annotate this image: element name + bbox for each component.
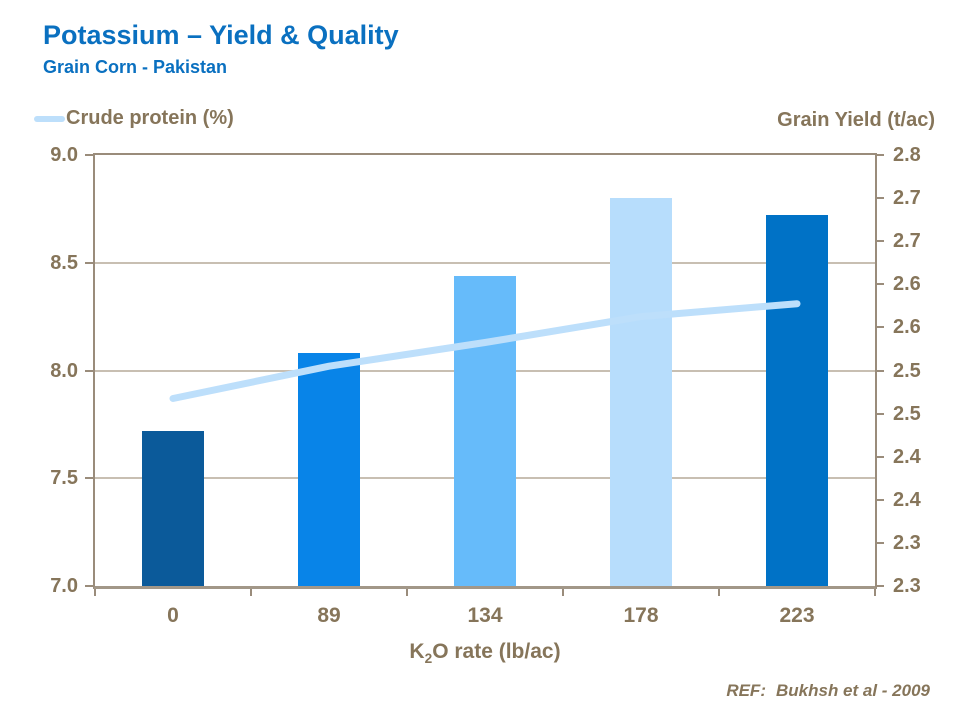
legend-label: Crude protein (%) [66,107,234,129]
right-axis-tick-label: 2.8 [893,144,921,166]
reference-citation: REF: Bukhsh et al - 2009 [726,681,930,701]
plot-frame [93,153,877,589]
right-axis-tick-mark [875,541,884,544]
left-axis-tick-mark [85,585,94,587]
left-axis-tick-mark [85,369,94,372]
x-axis-title-sub: 2 [424,651,433,667]
right-axis-tick-label: 2.7 [893,187,921,210]
legend: Crude protein (%) [34,107,234,130]
x-axis-tick-mark [94,589,96,596]
right-axis-tick-label: 2.3 [893,575,921,597]
right-axis-tick-mark [875,455,884,458]
plot-area [95,155,875,586]
right-axis-tick-mark [875,326,884,329]
left-axis-tick-label: 7.0 [50,575,78,597]
right-axis-tick-mark [875,412,884,415]
x-axis-tick-mark [718,589,720,596]
x-axis-title-suffix: O rate (lb/ac) [432,640,561,663]
bar-134 [454,275,516,586]
left-axis-tick-mark [85,261,94,264]
x-axis-category-label: 134 [467,604,503,627]
page-title: Potassium – Yield & Quality [43,20,399,50]
x-axis-category-label: 223 [779,604,815,627]
left-axis-tick-mark [85,154,94,156]
right-axis-tick-mark [875,154,884,156]
right-axis-tick-label: 2.4 [893,445,921,468]
right-axis-tick-label: 2.4 [893,488,921,511]
right-axis-tick-mark [875,498,884,501]
gridline [95,261,875,264]
right-axis-tick-mark [875,585,884,587]
x-axis-category-label: 178 [623,604,659,627]
left-axis-tick-mark [85,477,94,480]
left-axis-tick-label: 9.0 [50,144,78,166]
bar-178 [610,198,672,586]
right-axis-tick-mark [875,197,884,200]
right-axis-tick-label: 2.6 [893,316,921,339]
line-series-swatch-icon [34,115,65,122]
right-axis-tick-label: 2.3 [893,531,921,554]
right-axis-tick-label: 2.7 [893,230,921,253]
bar-89 [298,353,360,586]
crude-protein-line [169,300,801,402]
x-axis-category-label: 89 [317,604,341,627]
right-axis-tick-label: 2.5 [893,402,921,425]
right-axis-tick-label: 2.6 [893,273,921,296]
reference-label: REF: [726,681,766,700]
x-axis-category-label: 0 [167,604,179,627]
x-axis-tick-mark [406,589,408,596]
bar-223 [766,215,828,586]
x-axis-title-prefix: K [409,640,425,663]
x-axis-title: K2O rate (lb/ac) [95,640,875,666]
x-axis-tick-mark [562,589,564,596]
page-subtitle: Grain Corn - Pakistan [43,57,228,77]
x-axis-tick-mark [874,589,876,596]
x-axis-tick-mark [250,589,252,596]
right-axis-tick-label: 2.5 [893,359,921,382]
left-axis-tick-label: 8.0 [50,359,78,382]
right-axis-tick-mark [875,369,884,372]
bar-0 [142,430,204,586]
left-axis-tick-label: 7.5 [50,467,78,490]
right-axis-title: Grain Yield (t/ac) [777,109,935,131]
right-axis-tick-mark [875,283,884,286]
reference-text: Bukhsh et al - 2009 [775,681,930,700]
right-axis-tick-mark [875,240,884,243]
left-axis-tick-label: 8.5 [50,251,78,274]
